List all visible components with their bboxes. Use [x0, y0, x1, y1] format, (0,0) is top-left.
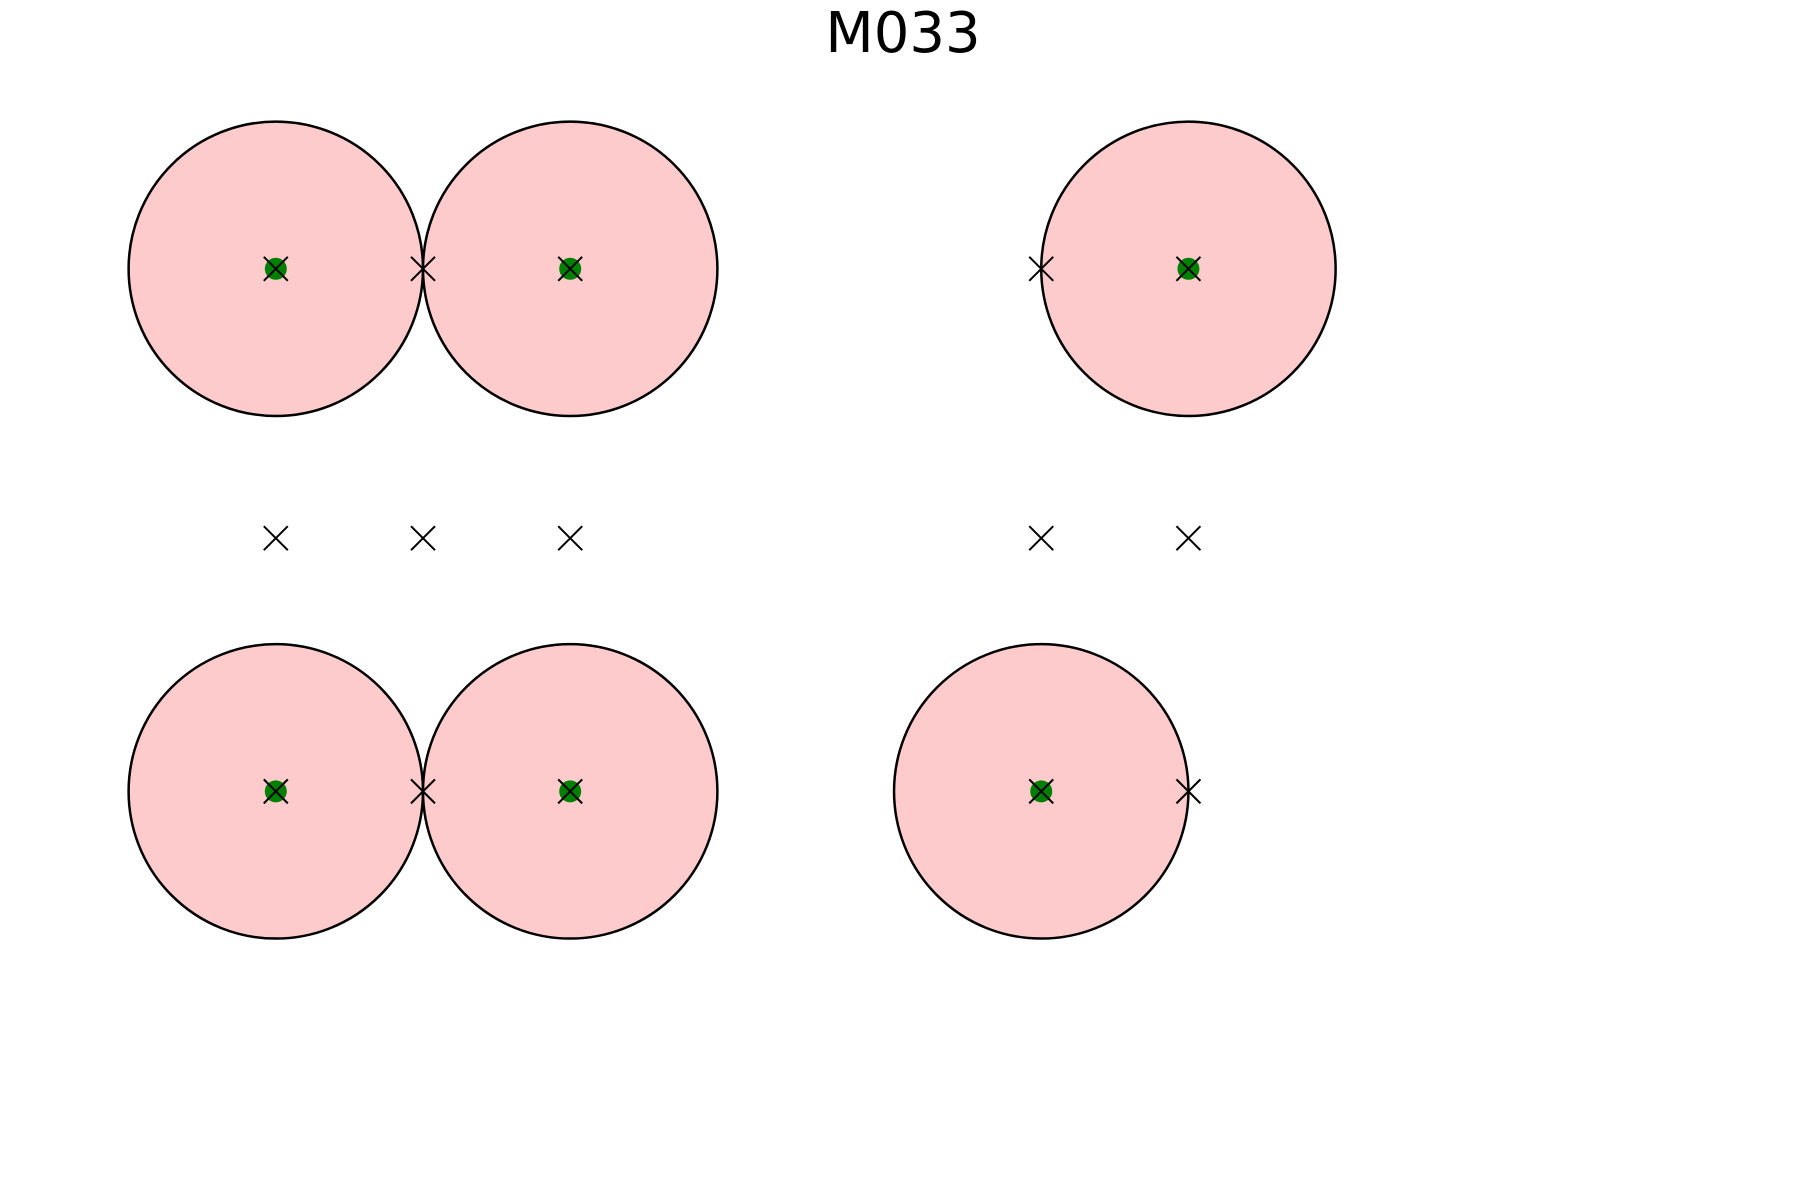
cross-marker-5 [1175, 256, 1202, 282]
cross-marker-3 [557, 256, 583, 282]
cross-marker-6 [263, 525, 289, 551]
cross-marker-8 [557, 525, 583, 551]
cross-marker-7 [410, 525, 436, 551]
cross-marker-10 [1175, 525, 1202, 551]
cross-marker-14 [1028, 778, 1054, 805]
cross-marker-2 [410, 256, 436, 282]
crosses-layer [263, 256, 1202, 805]
cross-marker-11 [263, 778, 289, 805]
cross-marker-9 [1028, 525, 1054, 551]
circles-layer [127, 120, 1337, 940]
cross-marker-12 [410, 778, 436, 805]
figure-title: M033 [825, 1, 980, 66]
cross-marker-15 [1175, 778, 1202, 805]
cross-marker-1 [263, 256, 289, 282]
cross-marker-4 [1028, 256, 1054, 282]
cross-marker-13 [557, 778, 583, 805]
